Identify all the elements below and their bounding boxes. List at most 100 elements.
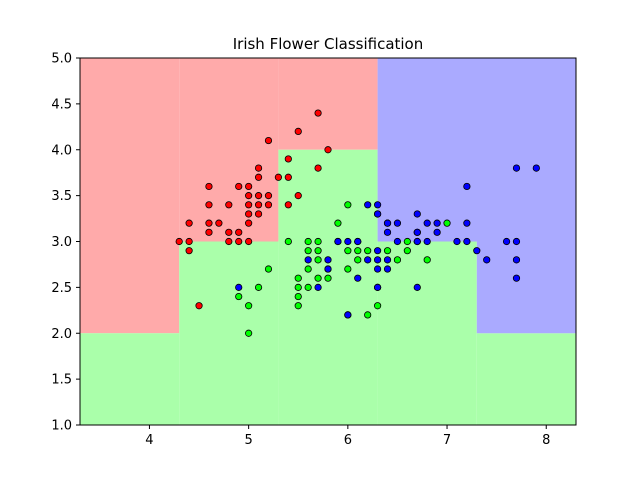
region-class-1 bbox=[179, 241, 279, 425]
data-point-class-1 bbox=[304, 237, 312, 246]
data-point-class-0 bbox=[254, 201, 263, 209]
data-point-class-0 bbox=[264, 201, 273, 209]
region-class-2 bbox=[377, 58, 576, 242]
data-point-class-1 bbox=[364, 247, 372, 255]
data-point-class-0 bbox=[314, 109, 322, 117]
data-point-class-0 bbox=[195, 302, 203, 310]
data-point-class-2 bbox=[344, 237, 352, 246]
y-tick-label: 3.5 bbox=[51, 189, 72, 204]
data-point-class-2 bbox=[373, 256, 382, 264]
region-class-1 bbox=[377, 241, 477, 425]
data-point-class-0 bbox=[245, 219, 253, 227]
data-point-class-1 bbox=[314, 247, 322, 255]
data-point-class-0 bbox=[264, 136, 273, 145]
data-point-class-2 bbox=[512, 274, 521, 282]
data-point-class-0 bbox=[185, 219, 193, 227]
data-point-class-2 bbox=[463, 237, 471, 246]
y-tick-label: 2.0 bbox=[51, 327, 72, 342]
y-tick-label: 3.0 bbox=[51, 235, 72, 250]
data-point-class-0 bbox=[235, 228, 243, 236]
data-point-class-0 bbox=[254, 164, 263, 172]
data-point-class-2 bbox=[473, 247, 481, 255]
data-point-class-0 bbox=[254, 192, 263, 200]
x-tick-label: 8 bbox=[542, 433, 550, 448]
data-point-class-2 bbox=[344, 311, 352, 319]
data-point-class-1 bbox=[245, 302, 253, 310]
data-points bbox=[175, 109, 540, 337]
data-point-class-1 bbox=[383, 247, 392, 255]
data-point-class-1 bbox=[294, 292, 302, 301]
data-point-class-0 bbox=[245, 182, 253, 191]
data-point-class-2 bbox=[324, 265, 332, 273]
data-point-class-0 bbox=[294, 192, 302, 200]
data-point-class-2 bbox=[393, 219, 402, 227]
data-point-class-2 bbox=[413, 237, 421, 246]
data-point-class-1 bbox=[344, 201, 352, 209]
region-class-0 bbox=[80, 58, 180, 334]
data-point-class-1 bbox=[284, 237, 292, 246]
data-point-class-0 bbox=[245, 192, 253, 200]
data-point-class-2 bbox=[463, 182, 471, 191]
data-point-class-2 bbox=[373, 201, 382, 209]
data-point-class-2 bbox=[423, 237, 431, 246]
data-point-class-1 bbox=[245, 329, 253, 337]
decision-regions bbox=[80, 58, 576, 425]
data-point-class-0 bbox=[264, 192, 273, 200]
data-point-class-2 bbox=[512, 237, 521, 246]
data-point-class-2 bbox=[413, 210, 421, 218]
data-point-class-2 bbox=[512, 256, 521, 264]
region-class-2 bbox=[476, 241, 576, 334]
y-tick-label: 4.5 bbox=[51, 97, 72, 112]
data-point-class-1 bbox=[254, 283, 263, 291]
data-point-class-2 bbox=[364, 201, 372, 209]
data-point-class-0 bbox=[245, 201, 253, 209]
data-point-class-2 bbox=[373, 283, 382, 291]
data-point-class-0 bbox=[185, 237, 193, 246]
region-class-1 bbox=[80, 333, 180, 425]
data-point-class-1 bbox=[354, 247, 362, 255]
data-point-class-1 bbox=[403, 237, 411, 246]
data-point-class-1 bbox=[304, 265, 312, 273]
data-point-class-0 bbox=[254, 173, 263, 181]
data-point-class-1 bbox=[294, 274, 302, 282]
data-point-class-0 bbox=[225, 228, 233, 236]
data-point-class-2 bbox=[373, 210, 382, 218]
data-point-class-1 bbox=[364, 311, 372, 319]
data-point-class-0 bbox=[235, 182, 243, 191]
data-point-class-1 bbox=[344, 247, 352, 255]
data-point-class-0 bbox=[225, 201, 233, 209]
data-point-class-1 bbox=[393, 256, 402, 264]
region-class-0 bbox=[278, 58, 378, 150]
y-tick-label: 1.0 bbox=[51, 419, 72, 434]
data-point-class-0 bbox=[274, 173, 282, 181]
data-point-class-2 bbox=[354, 274, 362, 282]
data-point-class-0 bbox=[225, 237, 233, 246]
data-point-class-0 bbox=[284, 201, 292, 209]
data-point-class-2 bbox=[334, 237, 342, 246]
data-point-class-2 bbox=[373, 247, 382, 255]
data-point-class-2 bbox=[304, 256, 312, 264]
y-tick-label: 5.0 bbox=[51, 52, 72, 67]
data-point-class-0 bbox=[284, 155, 292, 163]
data-point-class-0 bbox=[294, 127, 302, 135]
data-point-class-1 bbox=[443, 219, 451, 227]
y-tick-label: 2.5 bbox=[51, 281, 72, 296]
data-point-class-1 bbox=[314, 274, 322, 282]
data-point-class-0 bbox=[314, 164, 322, 172]
data-point-class-0 bbox=[205, 201, 213, 209]
x-tick-label: 5 bbox=[244, 433, 252, 448]
data-point-class-0 bbox=[245, 237, 253, 246]
chart-title: Irish Flower Classification bbox=[233, 35, 424, 53]
data-point-class-2 bbox=[483, 256, 491, 264]
data-point-class-1 bbox=[304, 247, 312, 255]
data-point-class-0 bbox=[324, 146, 332, 154]
data-point-class-2 bbox=[383, 219, 392, 227]
y-axis: 1.0 1.5 2.0 2.5 3.0 3.5 4.0 4.5 5.0 bbox=[51, 52, 80, 434]
region-class-1 bbox=[476, 333, 576, 425]
data-point-class-2 bbox=[463, 219, 471, 227]
data-point-class-0 bbox=[205, 228, 213, 236]
data-point-class-2 bbox=[373, 265, 382, 273]
data-point-class-1 bbox=[304, 283, 312, 291]
data-point-class-1 bbox=[403, 247, 411, 255]
